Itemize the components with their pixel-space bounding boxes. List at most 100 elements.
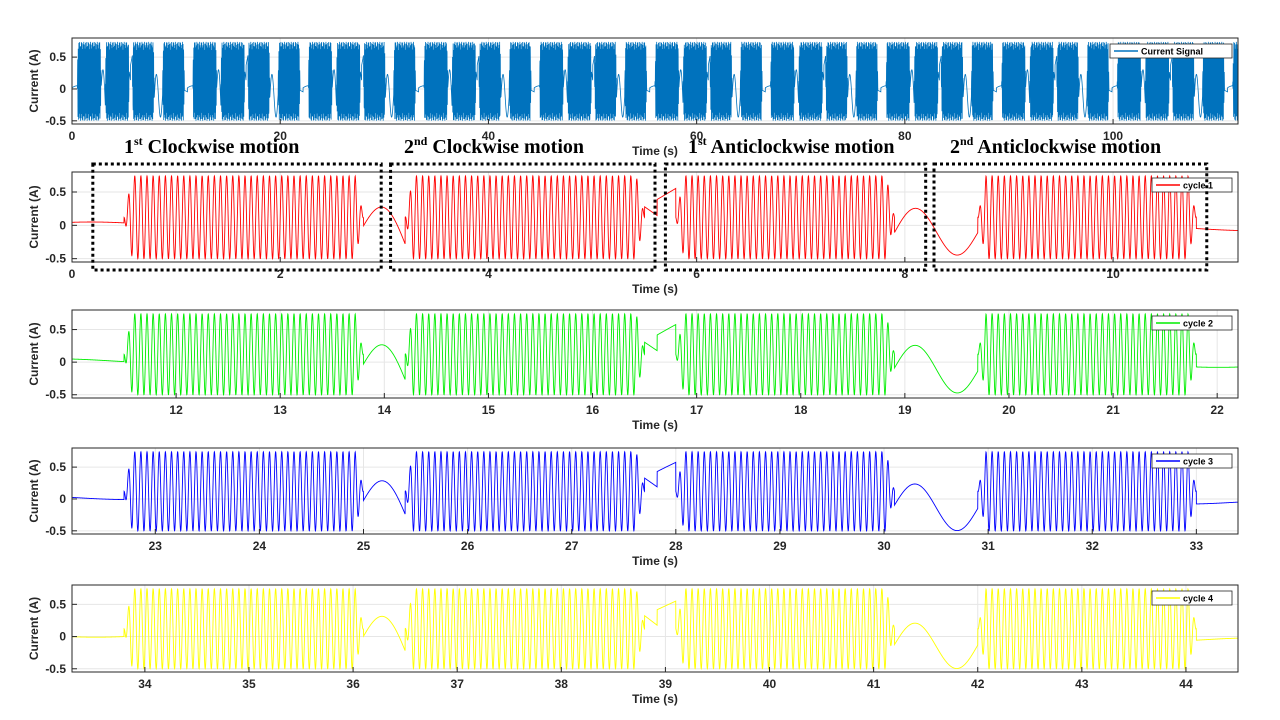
x-tick-label: 39: [659, 677, 673, 691]
x-tick-label: 37: [451, 677, 465, 691]
chart-panel-3: 12 13 14 15 16 17 18 19 20 21 22 0.5 0 -0.5 Time (s) Cu…: [27, 309, 1239, 432]
y-tick-label: 0.5: [49, 460, 66, 474]
y-tick-label: 0: [59, 218, 66, 232]
y-axis-label: Current (A): [27, 597, 41, 660]
x-axis-label: Time (s): [632, 692, 678, 706]
x-tick-label: 2: [277, 267, 284, 281]
x-tick-label: 31: [981, 539, 995, 553]
y-tick-label: -0.5: [45, 252, 66, 266]
legend-box: [1109, 43, 1233, 59]
legend-label: cycle 4: [1183, 594, 1213, 604]
x-tick-label: 18: [794, 403, 808, 417]
y-tick-label: -0.5: [45, 524, 66, 538]
x-tick-label: 23: [149, 539, 163, 553]
legend-box: [1151, 453, 1233, 469]
motion-box-2: [389, 162, 657, 272]
y-tick-label: 0.5: [49, 597, 66, 611]
x-tick-label: 40: [482, 129, 496, 143]
x-tick-label: 43: [1075, 677, 1089, 691]
y-tick-label: 0: [59, 630, 66, 644]
x-tick-label: 14: [378, 403, 392, 417]
x-tick-label: 25: [357, 539, 371, 553]
y-tick-label: -0.5: [45, 662, 66, 676]
x-tick-label: 12: [169, 403, 183, 417]
x-tick-label: 29: [773, 539, 787, 553]
legend-label: cycle 3: [1183, 457, 1213, 467]
legend-box: [1151, 177, 1233, 193]
x-tick-label: 32: [1086, 539, 1100, 553]
x-tick-label: 17: [690, 403, 704, 417]
y-tick-label: 0.5: [49, 50, 66, 64]
x-axis-label: Time (s): [632, 418, 678, 432]
motion-label-4: 2nd Anticlockwise motion: [950, 134, 1161, 158]
motion-label-3: 1st Anticlockwise motion: [688, 134, 894, 158]
x-tick-label: 30: [877, 539, 891, 553]
series-line: [71, 450, 1239, 533]
x-tick-label: 21: [1106, 403, 1120, 417]
axes-box: [71, 37, 1239, 125]
x-axis-label: Time (s): [632, 144, 678, 158]
axes-box: [71, 447, 1239, 535]
motion-label-1: 1st Clockwise motion: [124, 134, 299, 158]
x-tick-label: 6: [693, 267, 700, 281]
legend: cycle 3: [1151, 453, 1233, 469]
series-line: [72, 587, 1238, 671]
x-tick-label: 15: [482, 403, 496, 417]
x-tick-label: 33: [1190, 539, 1204, 553]
y-axis-label: Current (A): [27, 49, 41, 112]
x-tick-label: 60: [690, 129, 704, 143]
y-tick-label: 0: [59, 355, 66, 369]
x-tick-label: 24: [253, 539, 267, 553]
legend-box: [1151, 590, 1233, 606]
legend-label: cycle 1: [1183, 181, 1213, 191]
axes-box: [71, 309, 1239, 399]
x-tick-label: 40: [763, 677, 777, 691]
x-axis-label: Time (s): [632, 554, 678, 568]
y-tick-label: 0.5: [49, 323, 66, 337]
x-tick-label: 0: [69, 129, 76, 143]
legend: cycle 4: [1151, 590, 1233, 606]
y-axis-label: Current (A): [27, 459, 41, 522]
x-tick-label: 22: [1210, 403, 1224, 417]
x-tick-label: 44: [1179, 677, 1193, 691]
x-tick-label: 26: [461, 539, 475, 553]
x-tick-label: 0: [69, 267, 76, 281]
legend-box: [1151, 315, 1233, 331]
y-axis-label: Current (A): [27, 185, 41, 248]
x-tick-label: 20: [1002, 403, 1016, 417]
legend: cycle 1: [1151, 177, 1233, 193]
x-tick-label: 36: [346, 677, 360, 691]
motion-box-3: [663, 162, 928, 272]
y-tick-label: 0.5: [49, 185, 66, 199]
x-tick-label: 41: [867, 677, 881, 691]
x-tick-label: 4: [485, 267, 492, 281]
legend: Current Signal: [1109, 43, 1233, 59]
axes-box: [71, 584, 1239, 673]
legend-label: Current Signal: [1141, 47, 1203, 57]
x-tick-label: 35: [242, 677, 256, 691]
legend: cycle 2: [1151, 315, 1233, 331]
motion-box-4: [932, 162, 1209, 272]
y-axis-label: Current (A): [27, 322, 41, 385]
x-tick-label: 16: [586, 403, 600, 417]
x-axis-label: Time (s): [632, 282, 678, 296]
series-line: [72, 312, 1238, 397]
y-tick-label: 0: [59, 82, 66, 96]
legend-label: cycle 2: [1183, 319, 1213, 329]
series-line: [71, 41, 1239, 121]
chart-panel-4: 23 24 25 26 27 28 29 30 31 32 33 0.5 0 -0.5 Time (s) Cu…: [27, 447, 1239, 568]
x-tick-label: 80: [898, 129, 912, 143]
y-tick-label: -0.5: [45, 114, 66, 128]
y-tick-label: 0: [59, 492, 66, 506]
x-tick-label: 34: [138, 677, 152, 691]
motion-label-2: 2nd Clockwise motion: [404, 134, 584, 158]
y-tick-label: -0.5: [45, 388, 66, 402]
x-tick-label: 8: [902, 267, 909, 281]
x-tick-label: 28: [669, 539, 683, 553]
x-tick-label: 42: [971, 677, 985, 691]
x-tick-label: 27: [565, 539, 579, 553]
x-tick-label: 10: [1106, 267, 1120, 281]
